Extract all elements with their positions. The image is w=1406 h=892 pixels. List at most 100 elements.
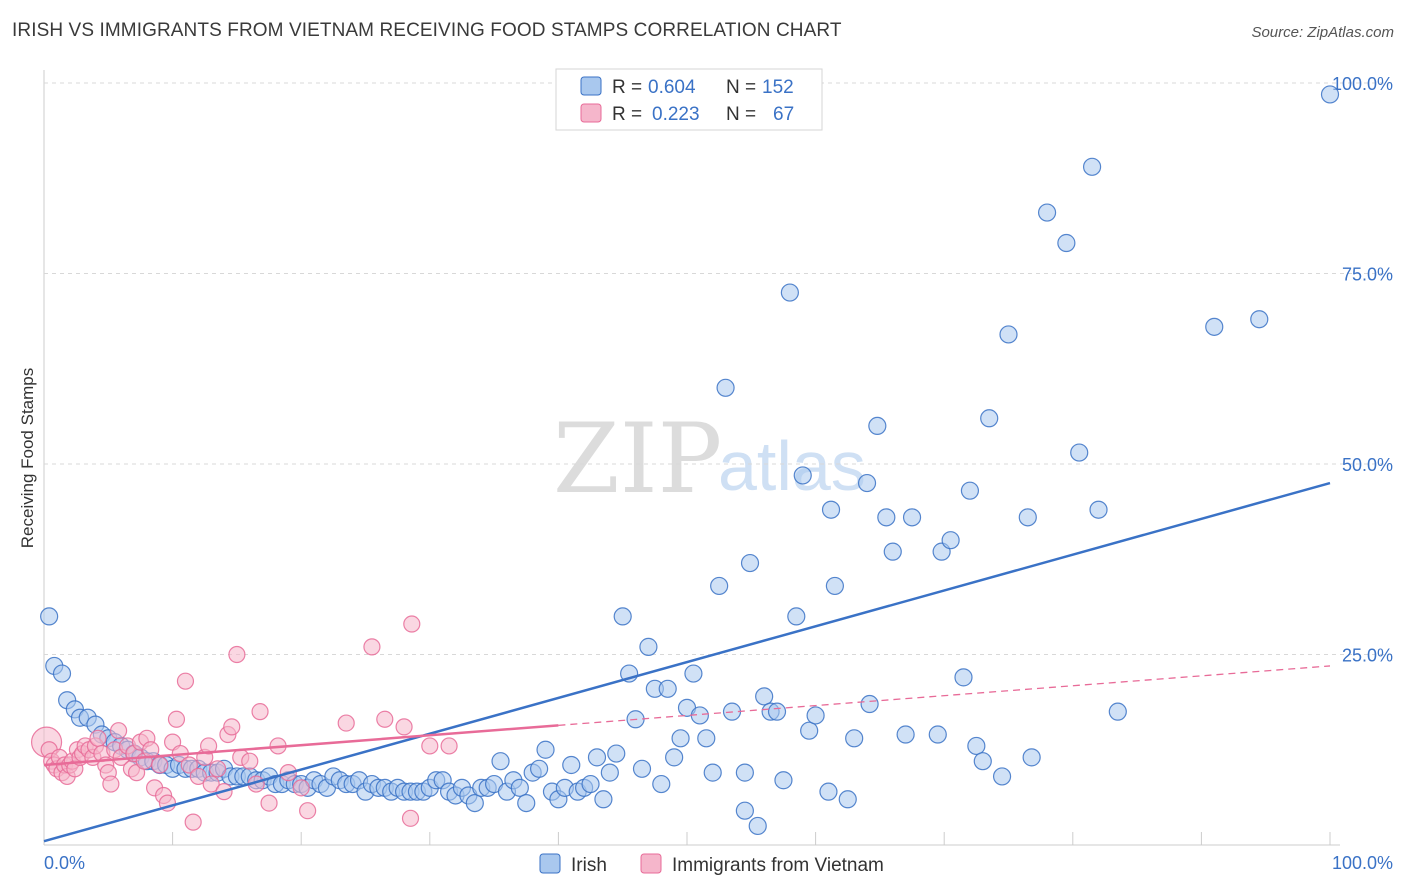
watermark-zip: ZIP bbox=[553, 403, 722, 515]
vietnam-point bbox=[337, 714, 355, 732]
irish-point bbox=[1070, 443, 1089, 462]
irish-point bbox=[1205, 317, 1224, 336]
trend-line-vietnam-dashed bbox=[558, 665, 1331, 727]
vietnam-point bbox=[395, 718, 413, 736]
y-tick-label-50: 50.0% bbox=[1342, 455, 1393, 475]
irish-point bbox=[780, 283, 799, 302]
irish-point bbox=[671, 729, 690, 748]
irish-point bbox=[845, 729, 864, 748]
legend-r-value-vietnam: 0.223 bbox=[652, 104, 700, 125]
irish-point bbox=[716, 378, 735, 397]
vietnam-points bbox=[30, 615, 458, 831]
irish-point bbox=[1250, 310, 1269, 329]
y-tick-label-100: 100.0% bbox=[1332, 74, 1393, 94]
y-axis-label: Receiving Food Stamps bbox=[18, 368, 37, 548]
irish-point bbox=[710, 576, 729, 596]
legend-n-label-irish: N = bbox=[726, 77, 756, 98]
irish-point bbox=[800, 721, 819, 740]
gridlines bbox=[44, 82, 1392, 655]
irish-point bbox=[1320, 85, 1340, 104]
irish-point bbox=[868, 416, 887, 435]
legend-n-value-vietnam: 67 bbox=[773, 104, 794, 125]
watermark-atlas: atlas bbox=[718, 427, 866, 505]
irish-point bbox=[941, 531, 960, 550]
trend-line-vietnam-solid bbox=[43, 724, 559, 767]
irish-point bbox=[883, 542, 902, 561]
bottom-legend-swatch-vietnam bbox=[640, 853, 662, 874]
vietnam-point bbox=[403, 615, 421, 633]
irish-point bbox=[896, 725, 915, 744]
trend-line-irish bbox=[43, 481, 1331, 843]
vietnam-point bbox=[228, 645, 246, 664]
irish-point bbox=[793, 466, 812, 485]
irish-point bbox=[877, 508, 896, 527]
irish-point bbox=[755, 687, 774, 706]
legend-n-value-irish: 152 bbox=[762, 77, 794, 98]
chart-title: IRISH VS IMMIGRANTS FROM VIETNAM RECEIVI… bbox=[12, 20, 842, 41]
bottom-legend-label-vietnam: Immigrants from Vietnam bbox=[672, 855, 884, 876]
vietnam-point bbox=[299, 802, 317, 820]
legend-r-label-vietnam: R = bbox=[612, 104, 642, 125]
vietnam-point bbox=[151, 756, 169, 774]
irish-point bbox=[999, 325, 1018, 344]
irish-point bbox=[600, 763, 619, 782]
irish-point bbox=[1082, 157, 1102, 176]
irish-point bbox=[967, 736, 986, 756]
vietnam-point bbox=[167, 710, 186, 728]
vietnam-point bbox=[189, 767, 207, 786]
irish-point bbox=[510, 778, 529, 797]
irish-point bbox=[980, 409, 999, 428]
irish-point bbox=[703, 763, 722, 782]
irish-point bbox=[52, 664, 72, 683]
vietnam-point bbox=[241, 752, 259, 770]
vietnam-point bbox=[176, 672, 195, 690]
irish-point bbox=[607, 744, 626, 763]
irish-point bbox=[587, 748, 607, 767]
irish-point bbox=[491, 752, 510, 771]
irish-point bbox=[973, 752, 992, 771]
x-tick-label-min: 0.0% bbox=[44, 853, 85, 873]
vietnam-point bbox=[440, 737, 458, 755]
irish-point bbox=[1057, 233, 1076, 253]
vietnam-point bbox=[376, 710, 394, 728]
x-axis-ticks bbox=[172, 832, 1331, 845]
vietnam-point bbox=[223, 718, 241, 736]
irish-point bbox=[40, 607, 59, 626]
vietnam-point bbox=[89, 729, 107, 747]
irish-point bbox=[960, 481, 980, 500]
legend-swatch-irish bbox=[580, 76, 602, 96]
irish-point bbox=[774, 771, 793, 790]
watermark: ZIP atlas bbox=[553, 403, 866, 515]
vietnam-point bbox=[109, 722, 128, 740]
irish-point bbox=[530, 759, 549, 778]
trend-lines bbox=[43, 481, 1331, 843]
vietnam-point bbox=[200, 737, 218, 755]
legend-swatch-vietnam bbox=[580, 103, 602, 123]
irish-point bbox=[902, 508, 922, 527]
y-tick-labels: 100.0% 75.0% 50.0% 25.0% bbox=[1332, 74, 1393, 666]
vietnam-point bbox=[260, 794, 278, 812]
irish-point bbox=[536, 740, 555, 759]
vietnam-point bbox=[363, 638, 381, 656]
y-tick-label-75: 75.0% bbox=[1342, 265, 1393, 285]
irish-point bbox=[838, 790, 857, 809]
irish-point bbox=[665, 748, 684, 767]
irish-point bbox=[821, 500, 841, 519]
irish-point bbox=[1108, 702, 1127, 721]
irish-point bbox=[562, 755, 581, 775]
legend-r-label-irish: R = bbox=[612, 77, 642, 98]
bottom-legend-swatch-irish bbox=[539, 853, 561, 874]
y-tick-label-25: 25.0% bbox=[1342, 646, 1393, 666]
irish-point bbox=[748, 816, 767, 836]
legend-r-value-irish: 0.604 bbox=[648, 77, 696, 98]
irish-point bbox=[806, 706, 825, 725]
irish-point bbox=[1018, 508, 1037, 527]
legend-n-label-vietnam: N = bbox=[726, 104, 756, 125]
irish-point bbox=[819, 782, 838, 801]
irish-point bbox=[652, 774, 671, 794]
vietnam-point bbox=[184, 813, 202, 831]
irish-point bbox=[740, 553, 760, 573]
irish-point bbox=[857, 473, 877, 493]
irish-point bbox=[684, 664, 703, 683]
irish-point bbox=[735, 801, 754, 820]
